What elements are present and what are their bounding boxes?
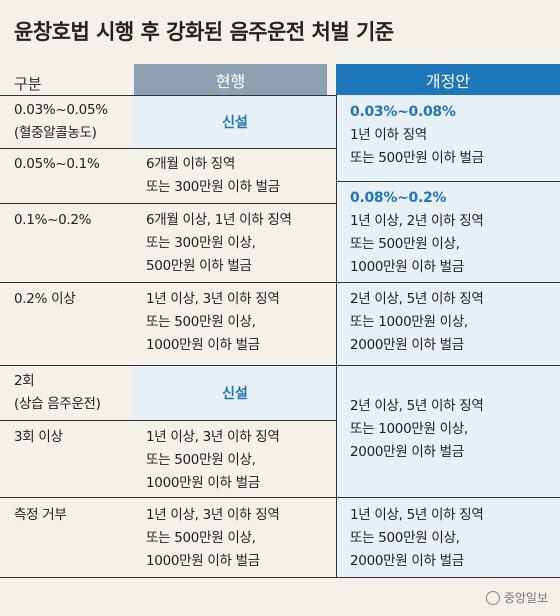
revised-penalty: 1년 이상, 2년 이하 징역 또는 500만원 이상, 1000만원 이하 벌…	[350, 213, 484, 275]
revised-penalty: 1년 이하 징역 또는 500만원 이하 벌금	[350, 127, 484, 166]
row-divider	[0, 282, 560, 283]
new-provision-label: 신설	[222, 386, 248, 402]
new-provision-cell: 신설	[134, 96, 336, 148]
revised-range: 0.03%~0.08%	[350, 104, 456, 120]
current-penalty: 6개월 이상, 1년 이하 징역 또는 300만원 이상, 500만원 이하 벌…	[146, 212, 292, 274]
row-label: 측정 거부	[14, 507, 67, 523]
joongang-logo-icon	[485, 590, 500, 605]
current-penalty: 6개월 이하 징역 또는 300만원 이하 벌금	[146, 156, 280, 195]
revised-range: 0.08%~0.2%	[350, 190, 447, 206]
row-label: 0.03%~0.05% (혈중알콜농도)	[14, 102, 108, 141]
revised-penalty: 2년 이상, 5년 이하 징역 또는 1000만원 이상, 2000만원 이하 …	[350, 291, 484, 353]
row-divider	[0, 420, 336, 421]
publisher-logo: 중앙일보	[485, 589, 548, 606]
publisher-name: 중앙일보	[503, 591, 548, 605]
row-divider	[0, 497, 560, 498]
current-penalty: 1년 이상, 3년 이하 징역 또는 500만원 이상, 1000만원 이하 벌…	[146, 429, 280, 491]
row-divider	[0, 365, 560, 366]
row-label: 0.05%~0.1%	[14, 156, 100, 172]
row-label: 0.2% 이상	[14, 291, 76, 307]
column-divider	[336, 95, 337, 577]
row-divider	[0, 203, 336, 204]
row-divider	[0, 148, 336, 149]
new-provision-cell: 신설	[134, 366, 336, 420]
header-revised: 개정안	[336, 64, 560, 95]
header-current: 현행	[134, 64, 327, 95]
page-title: 윤창호법 시행 후 강화된 음주운전 처벌 기준	[14, 20, 394, 44]
new-provision-label: 신설	[222, 115, 248, 131]
revised-penalty: 1년 이상, 5년 이하 징역 또는 500만원 이상, 2000만원 이하 벌…	[350, 507, 484, 569]
current-penalty: 1년 이상, 3년 이하 징역 또는 500만원 이상, 1000만원 이하 벌…	[146, 507, 280, 569]
revised-column-bg	[336, 95, 560, 577]
row-label: 3회 이상	[14, 429, 63, 445]
current-penalty: 1년 이상, 3년 이하 징역 또는 500만원 이상, 1000만원 이하 벌…	[146, 291, 280, 353]
row-label: 2회 (상습 음주운전)	[14, 373, 101, 412]
row-divider	[0, 577, 560, 578]
header-category: 구분	[14, 75, 42, 93]
revised-penalty: 2년 이상, 5년 이하 징역 또는 1000만원 이상, 2000만원 이하 …	[350, 398, 484, 460]
row-divider	[0, 95, 336, 96]
row-label: 0.1%~0.2%	[14, 212, 92, 228]
row-divider	[336, 181, 560, 182]
